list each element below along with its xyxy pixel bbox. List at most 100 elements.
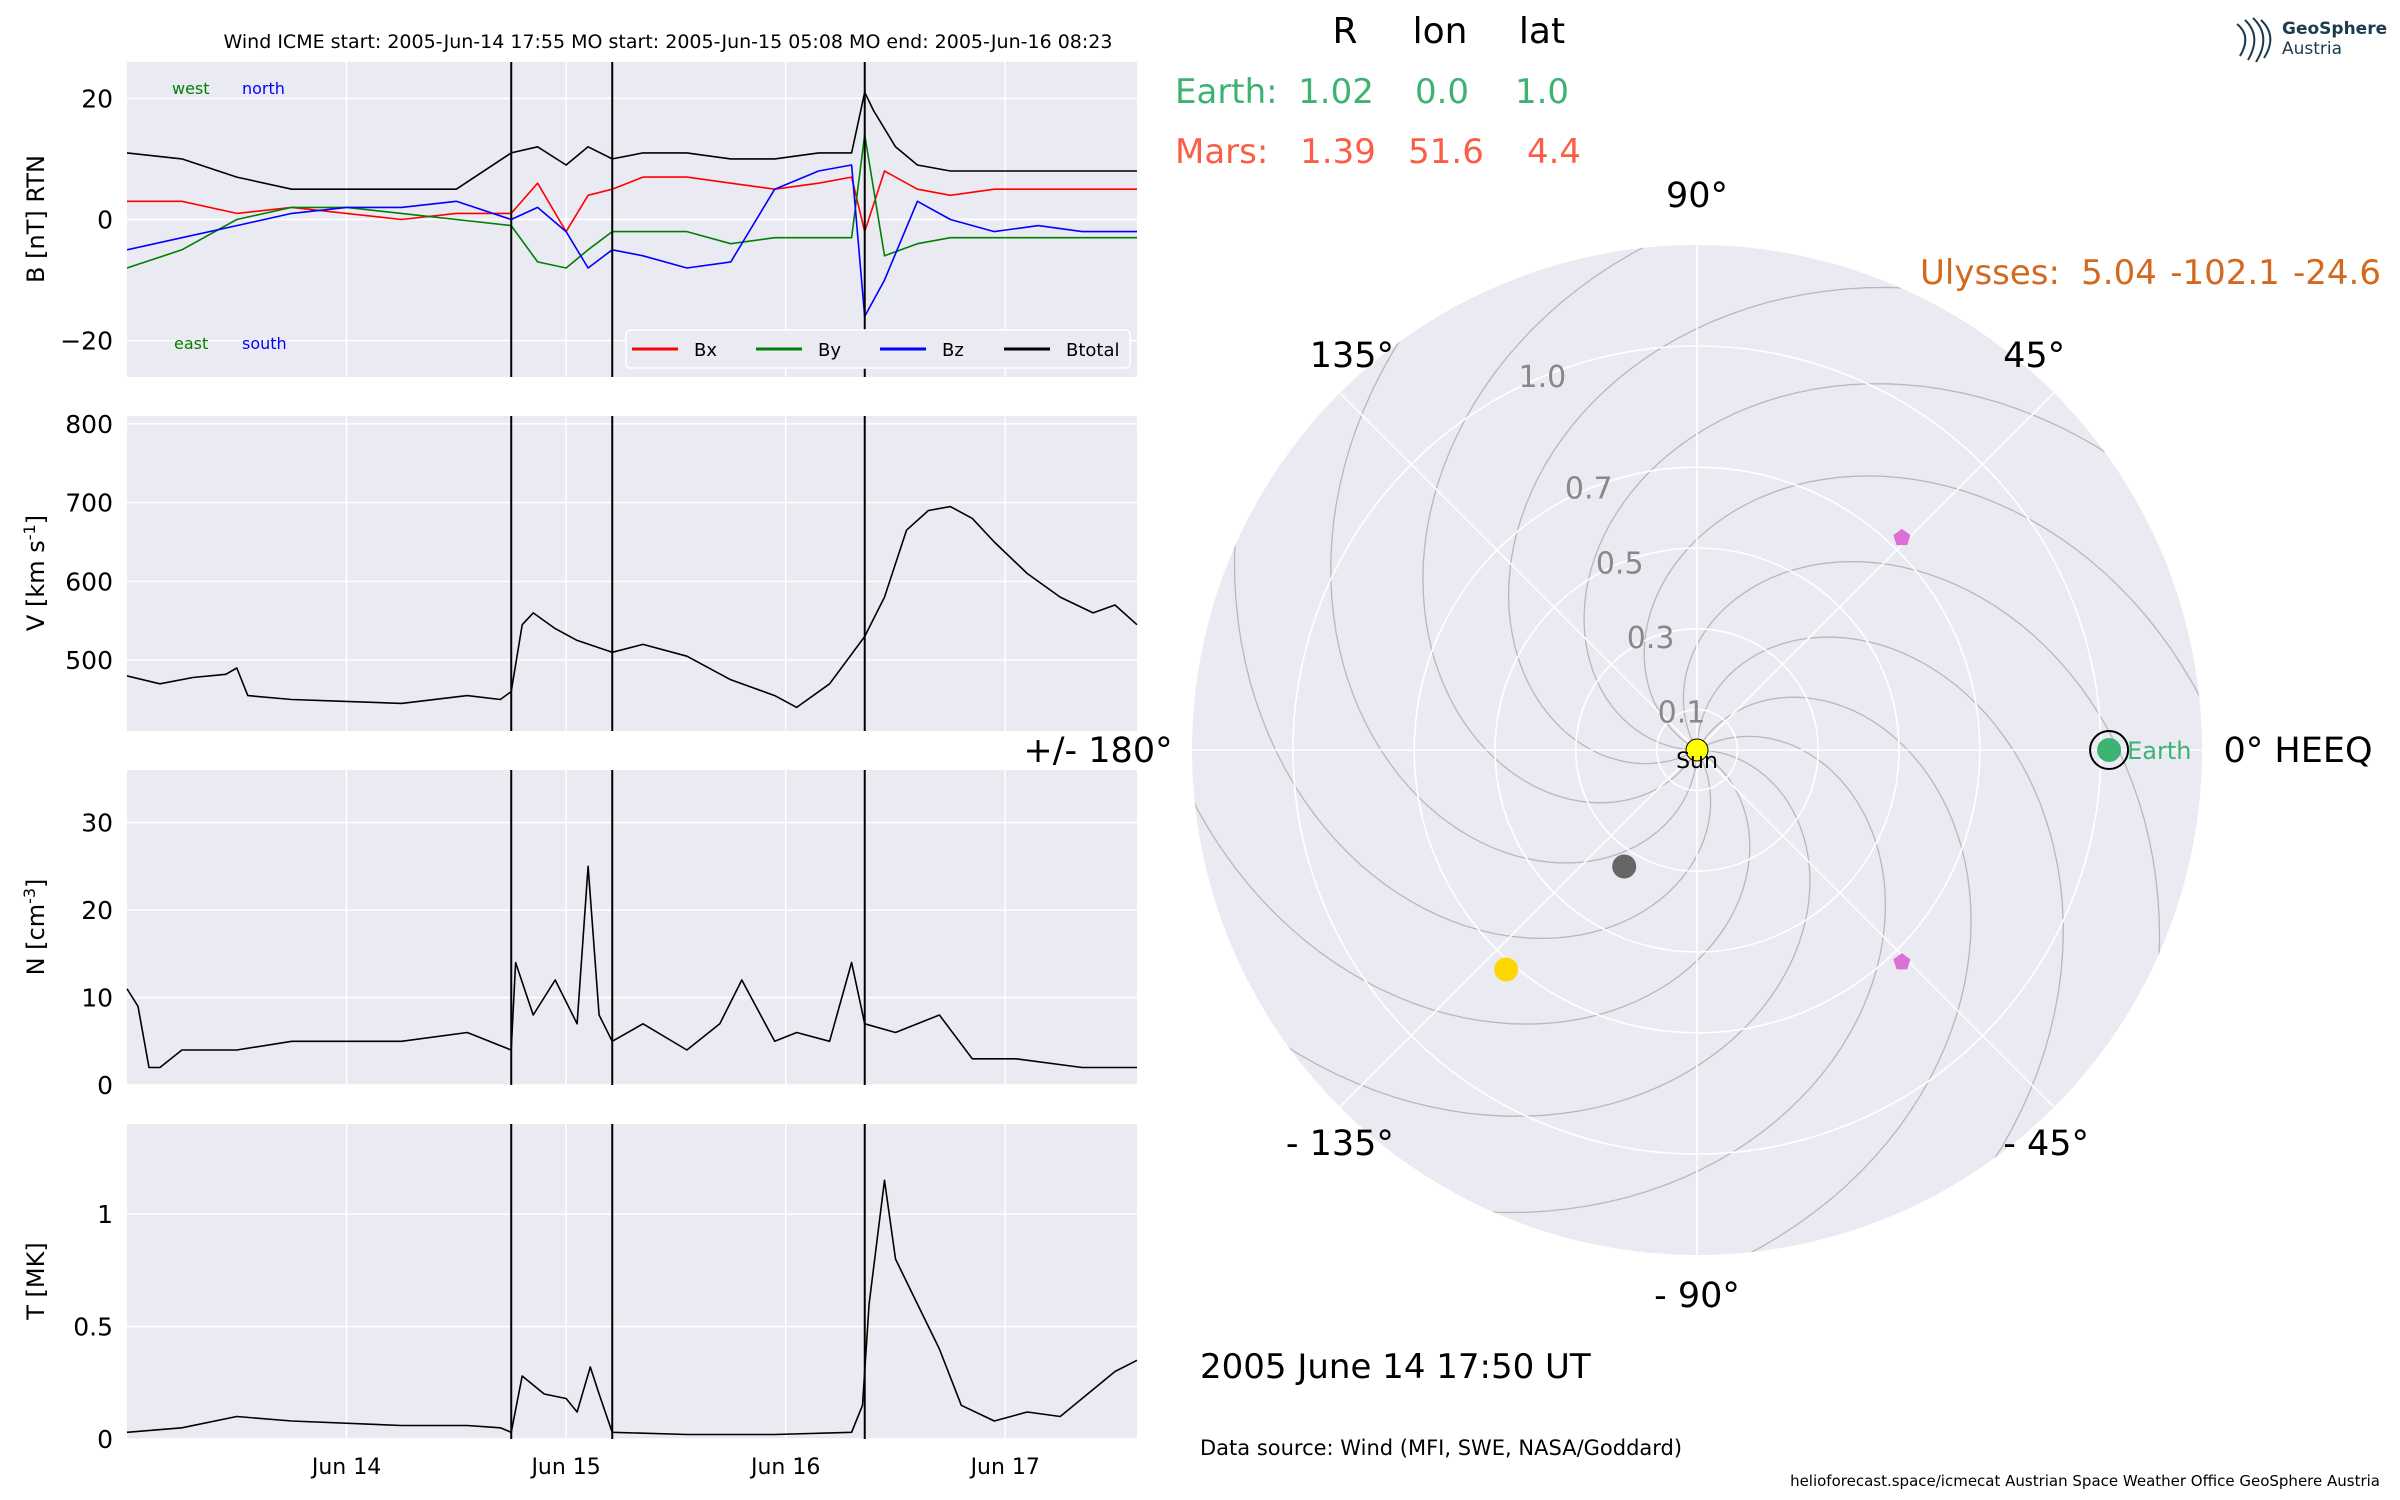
annotation-west: west bbox=[172, 79, 210, 98]
angular-gridline bbox=[1696, 392, 2055, 751]
annotation-south: south bbox=[242, 334, 287, 353]
angular-gridline bbox=[1339, 392, 1698, 751]
position-table: R lon lat Earth: 1.02 0.0 1.0 Mars: 1.39… bbox=[1175, 11, 2381, 293]
y-axis-label: B [nT] RTN bbox=[22, 155, 50, 283]
legend-label-by: By bbox=[818, 340, 841, 361]
series-line-n bbox=[126, 865, 1137, 1069]
legend: Bx By Bz Btotal bbox=[625, 329, 1131, 369]
series-line-bz bbox=[126, 164, 1137, 318]
y-tick-label: 0.5 bbox=[73, 1313, 113, 1342]
parker-spiral-line bbox=[1507, 286, 1934, 765]
earth-label: Earth bbox=[2127, 737, 2191, 765]
body-marker-circle bbox=[1494, 957, 1519, 982]
y-tick-label: 30 bbox=[81, 809, 113, 838]
parker-spiral-line bbox=[1583, 383, 2133, 751]
annotation-north: north bbox=[242, 79, 285, 98]
parker-spiral-line bbox=[1422, 245, 1698, 804]
table-header-lon: lon bbox=[1413, 11, 1468, 52]
y-tick-label: 20 bbox=[81, 84, 113, 113]
angle-label: 90° bbox=[1666, 176, 1728, 216]
y-tick-label: 20 bbox=[81, 896, 113, 925]
density-panel: 0 10 20 30 N [cm-3] bbox=[20, 770, 1137, 1100]
angle-label: - 90° bbox=[1654, 1276, 1740, 1316]
x-tick-label: Jun 17 bbox=[969, 1455, 1040, 1480]
y-tick-label: −20 bbox=[60, 327, 113, 356]
parker-spiral-line bbox=[1682, 560, 2161, 987]
earth-row-name: Earth: bbox=[1175, 72, 1278, 112]
series-line-v bbox=[126, 505, 1138, 709]
polar-position-plot: 0.1 0.3 0.5 0.7 1.0 0° HEEQ 45° 90° 135° +/- 180°… bbox=[1023, 176, 2372, 1316]
y-tick-label: 600 bbox=[65, 567, 113, 596]
angle-label: - 45° bbox=[2003, 1124, 2089, 1164]
earth-row-lon: 0.0 bbox=[1415, 72, 1469, 112]
x-tick-label: Jun 15 bbox=[529, 1455, 600, 1480]
angular-gridline bbox=[1696, 749, 2055, 1108]
y-tick-label: 10 bbox=[81, 984, 113, 1013]
earth-row-r: 1.02 bbox=[1298, 72, 1374, 112]
radial-tick-label: 0.1 bbox=[1658, 696, 1706, 731]
parker-spiral-line bbox=[1643, 475, 2202, 751]
parker-spiral-line bbox=[1192, 749, 1751, 1025]
body-marker-pentagon bbox=[1893, 528, 1911, 546]
x-tick-label: Jun 16 bbox=[749, 1455, 820, 1480]
y-tick-label: 0 bbox=[97, 1425, 113, 1454]
y-axis-label: T [MK] bbox=[22, 1242, 50, 1320]
angular-gridline bbox=[1339, 749, 1698, 1108]
magnetic-field-panel: −20 0 20 B [nT] RTN west north east south Bx By Bz… bbox=[22, 62, 1137, 377]
y-tick-label: 800 bbox=[65, 410, 113, 439]
parker-spiral-line bbox=[1261, 749, 1811, 1117]
angle-label: 45° bbox=[2003, 336, 2065, 376]
y-axis-label: V [km s-1] bbox=[20, 515, 50, 631]
plot-background bbox=[127, 416, 1137, 731]
geosphere-logo: GeoSphere Austria bbox=[2236, 17, 2387, 63]
radial-tick-label: 0.7 bbox=[1565, 472, 1613, 507]
y-tick-label: 700 bbox=[65, 489, 113, 518]
series-line-btotal bbox=[126, 91, 1137, 190]
parker-spiral-line bbox=[1460, 735, 1887, 1214]
legend-label-btotal: Btotal bbox=[1066, 340, 1120, 361]
ulysses-row-r: 5.04 bbox=[2081, 253, 2157, 293]
radial-tick-label: 0.5 bbox=[1596, 546, 1644, 581]
parker-spiral-line bbox=[1696, 636, 2064, 1186]
legend-label-bz: Bz bbox=[942, 340, 964, 361]
radial-tick-label: 0.3 bbox=[1627, 621, 1675, 656]
table-header-r: R bbox=[1332, 11, 1357, 52]
y-tick-label: 0 bbox=[97, 206, 113, 235]
speed-panel: 500 600 700 800 V [km s-1] bbox=[20, 410, 1138, 731]
earth-ring bbox=[2089, 730, 2130, 770]
series-line-by bbox=[126, 133, 1137, 269]
earth-row-lat: 1.0 bbox=[1515, 72, 1569, 112]
parker-spiral-line bbox=[1696, 696, 1972, 1255]
mars-row-lat: 4.4 bbox=[1527, 132, 1581, 172]
plot-background bbox=[127, 770, 1137, 1085]
ulysses-row-lat: -24.6 bbox=[2293, 253, 2381, 293]
sun-label: Sun bbox=[1676, 749, 1718, 774]
ulysses-row-lon: -102.1 bbox=[2170, 253, 2280, 293]
table-header-lat: lat bbox=[1519, 11, 1565, 52]
body-marker-pentagon bbox=[1893, 953, 1911, 970]
ulysses-row-name: Ulysses: bbox=[1920, 253, 2060, 293]
y-axis-label: N [cm-3] bbox=[20, 879, 50, 976]
y-tick-label: 500 bbox=[65, 646, 113, 675]
date-label: 2005 June 14 17:50 UT bbox=[1200, 1347, 1591, 1387]
logo-line1: GeoSphere bbox=[2282, 19, 2387, 39]
temperature-panel: 0 0.5 1 Jun 14 Jun 15 Jun 16 Jun 17 T [MK] bbox=[22, 1124, 1138, 1480]
plot-background bbox=[127, 1124, 1137, 1439]
body-marker-circle bbox=[1612, 854, 1637, 879]
radial-tick-label: 1.0 bbox=[1519, 360, 1567, 395]
geosphere-logo-icon bbox=[2236, 17, 2272, 63]
parker-spirals bbox=[1192, 245, 2202, 1255]
series-line-t bbox=[126, 1179, 1138, 1436]
parker-spiral-line bbox=[1233, 513, 1712, 940]
annotation-east: east bbox=[174, 334, 208, 353]
mars-row-name: Mars: bbox=[1175, 132, 1268, 172]
angle-label: 0° HEEQ bbox=[2224, 731, 2373, 771]
series-line-bx bbox=[127, 170, 1137, 233]
x-tick-label: Jun 14 bbox=[310, 1455, 381, 1480]
sun-marker bbox=[1685, 738, 1709, 762]
angle-label: 135° bbox=[1310, 336, 1394, 376]
data-source: Data source: Wind (MFI, SWE, NASA/Goddar… bbox=[1200, 1436, 1682, 1460]
logo-line2: Austria bbox=[2282, 39, 2342, 59]
angle-label: +/- 180° bbox=[1023, 731, 1172, 771]
